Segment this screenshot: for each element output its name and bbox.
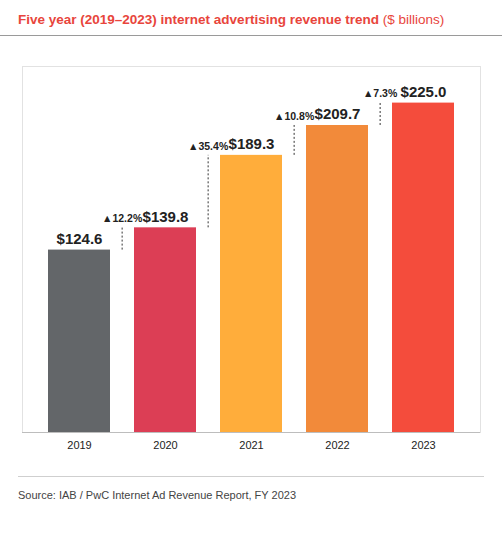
svg-text:$209.7: $209.7 xyxy=(315,105,361,122)
svg-text:2022: 2022 xyxy=(325,439,349,451)
svg-text:2021: 2021 xyxy=(239,439,263,451)
svg-text:2020: 2020 xyxy=(153,439,177,451)
svg-text:$225.0: $225.0 xyxy=(401,83,447,100)
svg-text:$124.6: $124.6 xyxy=(57,230,103,247)
html-text:Source: IAB / PwC Internet Ad: Source: IAB / PwC Internet Ad Revenue Re… xyxy=(18,489,296,501)
svg-text:▲12.2%: ▲12.2% xyxy=(102,212,143,224)
svg-text:▲10.8%: ▲10.8% xyxy=(274,110,315,122)
svg-text:2023: 2023 xyxy=(411,439,435,451)
svg-text:▲7.3%: ▲7.3% xyxy=(363,87,398,99)
svg-text:$189.3: $189.3 xyxy=(229,135,275,152)
svg-text:2019: 2019 xyxy=(67,439,91,451)
svg-text:▲35.4%: ▲35.4% xyxy=(188,140,229,152)
svg-text:$139.8: $139.8 xyxy=(143,208,189,225)
html-text:Five year (2019–2023) internet: Five year (2019–2023) internet advertisi… xyxy=(18,12,445,27)
